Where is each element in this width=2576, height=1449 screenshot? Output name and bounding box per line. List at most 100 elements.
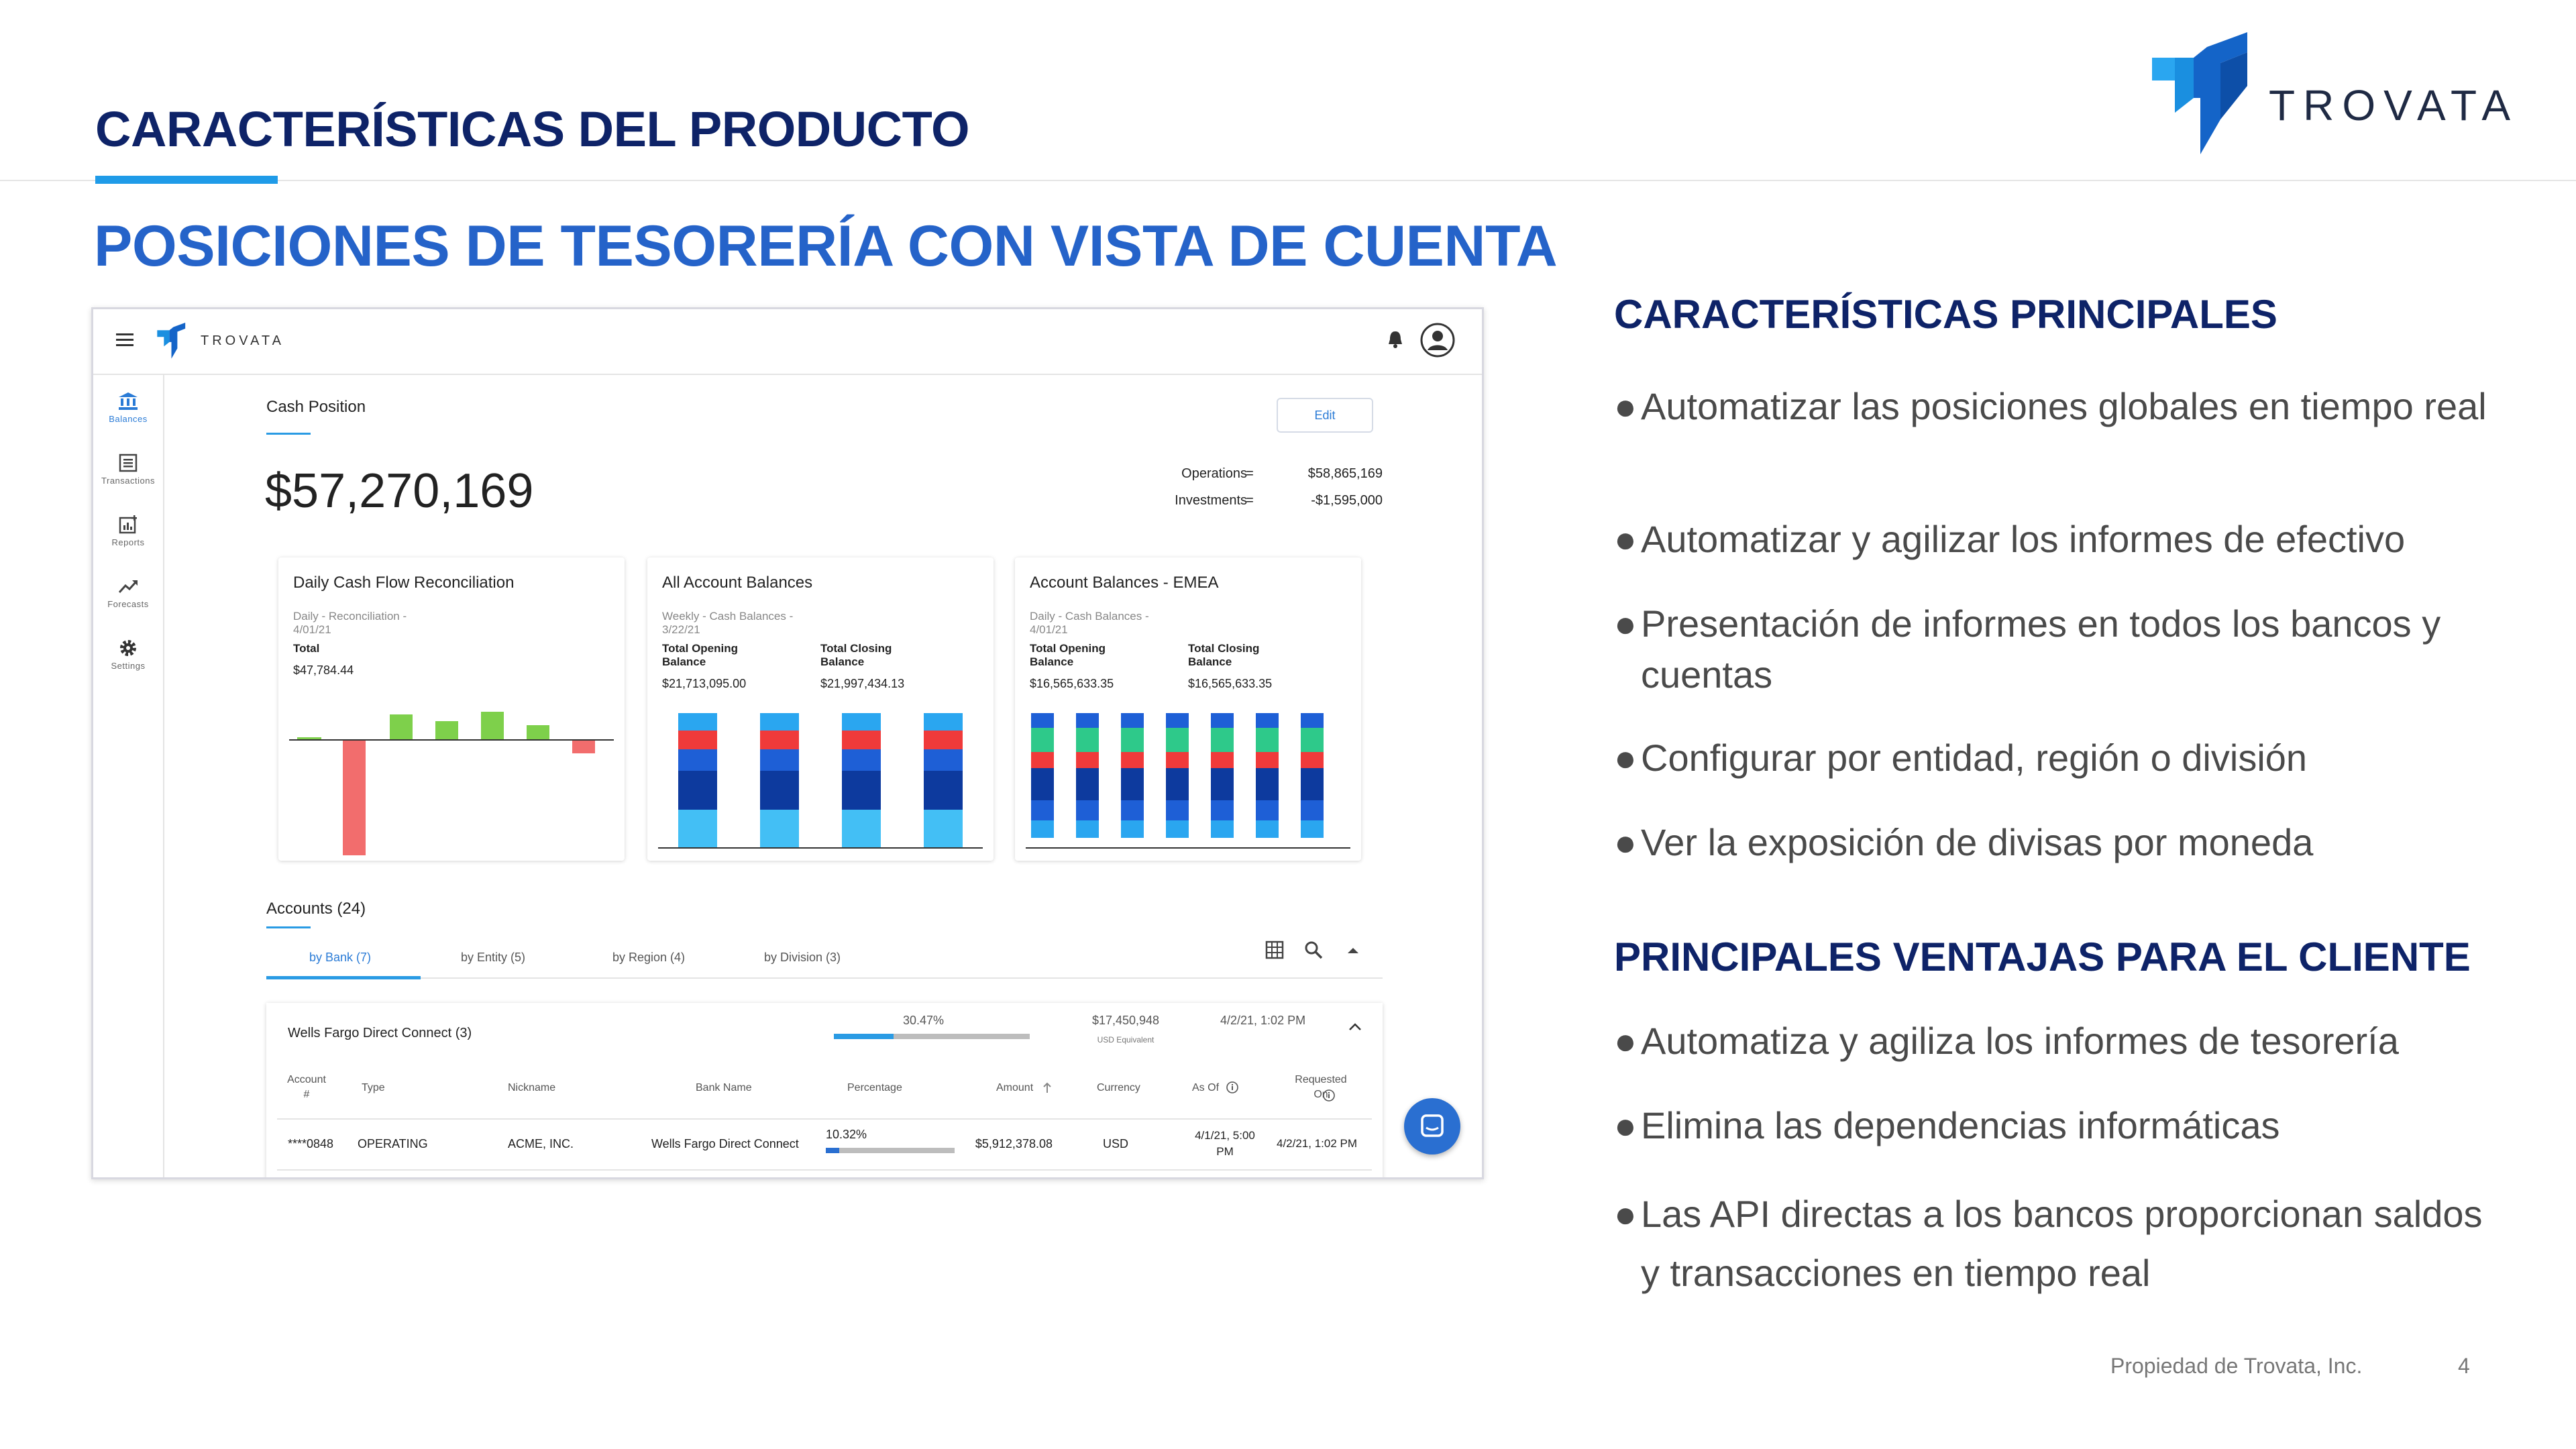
app-sidebar: Balances Transactions Reports Forecasts … — [93, 375, 164, 1177]
card-account-balances-emea[interactable]: Account Balances - EMEA Daily - Cash Bal… — [1015, 557, 1361, 861]
cell-currency: USD — [1102, 1137, 1128, 1150]
operations-value: $58,865,169 — [1307, 466, 1383, 481]
column-header[interactable]: As Of — [1192, 1082, 1220, 1093]
card-opening-value: $16,565,633.35 — [1030, 677, 1114, 690]
chart-column — [760, 713, 799, 847]
feature-bullet: ● Presentación de informes en todos los b… — [1614, 602, 2441, 696]
chart-bar — [343, 740, 366, 855]
sidebar-item-label: Transactions — [101, 476, 155, 486]
tabs-divider — [266, 977, 1383, 979]
cell-amount: $5,912,378.08 — [975, 1137, 1053, 1150]
card-opening-label: Total Opening Balance — [662, 642, 739, 668]
chevron-up-icon[interactable] — [1348, 1022, 1362, 1034]
cash-position-underline — [266, 433, 311, 435]
column-header[interactable]: Bank Name — [696, 1082, 752, 1093]
bell-icon[interactable] — [1387, 329, 1404, 353]
operations-equals: = — [1246, 466, 1254, 481]
card-all-account-balances[interactable]: All Account Balances Weekly - Cash Balan… — [647, 557, 994, 861]
bank-group-amount-note: USD Equivalent — [1097, 1035, 1155, 1044]
chart-column — [678, 713, 717, 847]
accounts-underline — [266, 926, 311, 928]
footer-text: Propiedad de Trovata, Inc. — [2110, 1354, 2363, 1378]
edit-button[interactable]: Edit — [1277, 398, 1373, 433]
sidebar-item-balances[interactable]: Balances — [93, 391, 163, 424]
slide-subtitle: POSICIONES DE TESORERÍA CON VISTA DE CUE… — [94, 214, 1558, 278]
column-header[interactable]: Account # — [287, 1074, 326, 1100]
investments-value: -$1,595,000 — [1311, 493, 1383, 508]
tab-by-entity[interactable]: by Entity (5) — [461, 951, 526, 964]
cell-account: ****0848 — [288, 1137, 334, 1150]
column-header[interactable]: Nickname — [508, 1082, 556, 1093]
menu-icon[interactable] — [116, 332, 135, 352]
chart-column — [1301, 713, 1324, 838]
cell-requested-on: 4/2/21, 1:02 PM — [1277, 1137, 1358, 1150]
trend-icon — [118, 580, 138, 594]
chat-button[interactable] — [1404, 1098, 1460, 1155]
card-daily-cash-flow[interactable]: Daily Cash Flow Reconciliation Daily - R… — [278, 557, 625, 861]
investments-label: Investments — [1175, 493, 1247, 508]
app-logo-icon — [155, 323, 190, 364]
column-header[interactable]: Percentage — [847, 1082, 902, 1093]
info-icon[interactable] — [1226, 1081, 1239, 1097]
grid-icon[interactable] — [1265, 940, 1285, 963]
feature-bullet: ● Automatizar y agilizar los informes de … — [1614, 518, 2406, 560]
bank-group-percent: 30.47% — [902, 1014, 944, 1027]
benefits-heading: PRINCIPALES VENTAJAS PARA EL CLIENTE — [1614, 934, 2471, 979]
sidebar-item-reports[interactable]: Reports — [93, 515, 163, 547]
chart-bar — [572, 740, 595, 753]
chart-bar — [481, 712, 504, 740]
cell-type: OPERATING — [358, 1137, 428, 1150]
account-icon[interactable] — [1419, 321, 1456, 362]
brand-logo: TROVATA — [2147, 32, 2510, 160]
tab-by-bank[interactable]: by Bank (7) — [309, 951, 372, 964]
card-title: Daily Cash Flow Reconciliation — [293, 574, 515, 592]
table-header-divider — [277, 1118, 1372, 1120]
chart-bar — [390, 714, 413, 740]
column-header[interactable]: Requested On — [1295, 1074, 1347, 1100]
brand-name: TROVATA — [2269, 81, 2518, 129]
chart-column — [1121, 713, 1144, 838]
sidebar-item-label: Forecasts — [107, 599, 149, 609]
column-header[interactable]: Currency — [1097, 1082, 1140, 1093]
sidebar-item-settings[interactable]: Settings — [93, 638, 163, 671]
sidebar-item-forecasts[interactable]: Forecasts — [93, 576, 163, 609]
cash-position-total: $57,270,169 — [265, 464, 534, 518]
card-closing-value: $21,997,434.13 — [820, 677, 905, 690]
tab-by-division[interactable]: by Division (3) — [764, 951, 841, 964]
chart-column — [1166, 713, 1189, 838]
card-title: Account Balances - EMEA — [1030, 574, 1219, 592]
sort-arrow-icon[interactable] — [1042, 1081, 1053, 1097]
feature-bullet: ● Configurar por entidad, región o divisi… — [1614, 737, 2308, 779]
header-divider — [0, 180, 2576, 181]
cell-as-of: 4/1/21, 5:00 PM — [1195, 1129, 1255, 1158]
bank-group-panel: Wells Fargo Direct Connect (3) 30.47% $1… — [266, 1003, 1383, 1177]
gear-icon — [120, 640, 136, 656]
chart-column — [1076, 713, 1099, 838]
info-icon[interactable] — [1322, 1089, 1336, 1106]
cell-bank-name: Wells Fargo Direct Connect — [651, 1137, 799, 1150]
bank-icon — [119, 392, 138, 410]
bank-group-percent-track — [834, 1034, 1030, 1039]
report-icon — [119, 515, 137, 534]
operations-label: Operations — [1181, 466, 1247, 481]
column-header[interactable]: Amount — [996, 1082, 1034, 1093]
sidebar-item-label: Reports — [111, 537, 145, 547]
card-closing-value: $16,565,633.35 — [1188, 677, 1273, 690]
collapse-icon[interactable] — [1346, 945, 1360, 958]
cash-position-label: Cash Position — [266, 398, 366, 416]
card-closing-label: Total Closing Balance — [820, 642, 892, 668]
benefit-bullet: ● Elimina las dependencias informáticas — [1614, 1104, 2280, 1146]
card-total-label: Total — [293, 642, 320, 655]
feature-bullet: ● Ver la exposición de divisas por moneda — [1614, 821, 2314, 863]
table-row-divider — [277, 1169, 1372, 1171]
sidebar-item-transactions[interactable]: Transactions — [93, 453, 163, 486]
card-total-value: $47,784.44 — [293, 663, 354, 677]
table-row[interactable]: ****0848 OPERATING ACME, INC. Wells Farg… — [266, 1120, 1383, 1169]
card-opening-label: Total Opening Balance — [1030, 642, 1106, 668]
app-brand-name: TROVATA — [201, 333, 284, 348]
benefit-bullet: ● Las API directas a los bancos proporcio… — [1614, 1193, 2483, 1294]
search-icon[interactable] — [1303, 940, 1324, 963]
benefit-bullet: ● Automatiza y agiliza los informes de te… — [1614, 1020, 2399, 1062]
column-header[interactable]: Type — [362, 1082, 385, 1093]
tab-by-region[interactable]: by Region (4) — [612, 951, 686, 964]
